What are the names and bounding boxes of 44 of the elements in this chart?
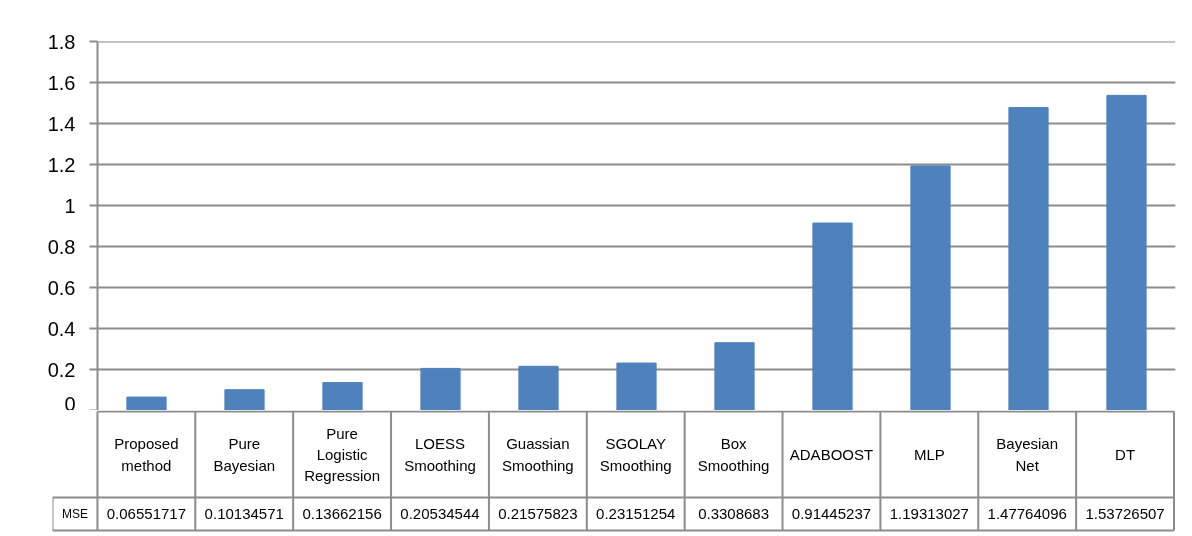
bar <box>812 222 853 410</box>
bar <box>420 367 461 410</box>
y-tick-label: 1.4 <box>47 112 76 135</box>
x-tick-label: Bayesian Net <box>996 435 1059 474</box>
data-label: 0.20534544 <box>400 505 480 522</box>
y-tick-label: 1 <box>64 194 76 217</box>
bar <box>126 396 167 410</box>
bar <box>322 381 363 410</box>
x-tick-label: Proposed method <box>114 435 179 474</box>
x-tick-label: ADABOOST <box>789 446 874 463</box>
x-tick-label: LOESS Smoothing <box>404 435 476 474</box>
x-tick-label: Pure Logistic Regression <box>304 424 381 485</box>
bar <box>1106 94 1147 410</box>
data-label: 0.06551717 <box>106 505 186 522</box>
data-label: 1.47764096 <box>987 505 1067 522</box>
data-label: 0.21575823 <box>498 505 578 522</box>
x-tick-label: SGOLAY Smoothing <box>599 435 672 474</box>
y-tick-label: 1.2 <box>47 153 76 176</box>
bar <box>1008 107 1049 410</box>
x-tick-label: MLP <box>913 446 945 463</box>
data-label: 0.10134571 <box>204 505 284 522</box>
x-tick-label: DT <box>1115 446 1136 463</box>
x-tick-label: Box Smoothing <box>697 435 770 474</box>
data-label: 0.13662156 <box>302 505 382 522</box>
y-tick-label: 0.4 <box>47 317 76 340</box>
x-tick-label: Pure Bayesian <box>213 435 276 474</box>
y-tick-label: 1.6 <box>47 71 76 94</box>
bar <box>910 165 951 410</box>
y-tick-label: 0.2 <box>47 358 76 381</box>
text: MSE <box>61 507 88 521</box>
data-label: 0.3308683 <box>698 505 770 522</box>
y-tick-label: 0.8 <box>47 235 76 258</box>
data-label: 0.23151254 <box>596 505 676 522</box>
data-label: 1.19313027 <box>889 505 969 522</box>
bar <box>714 342 755 410</box>
y-tick-label: 1.8 <box>47 30 76 53</box>
data-label: 1.53726507 <box>1085 505 1165 522</box>
data-label: 0.91445237 <box>791 505 872 522</box>
y-tick-label: 0 <box>64 392 76 415</box>
x-tick-label: Guassian Smoothing <box>502 435 574 474</box>
bar <box>518 365 559 410</box>
bar <box>616 362 657 410</box>
bar <box>224 389 265 410</box>
y-tick-label: 0.6 <box>47 276 76 299</box>
